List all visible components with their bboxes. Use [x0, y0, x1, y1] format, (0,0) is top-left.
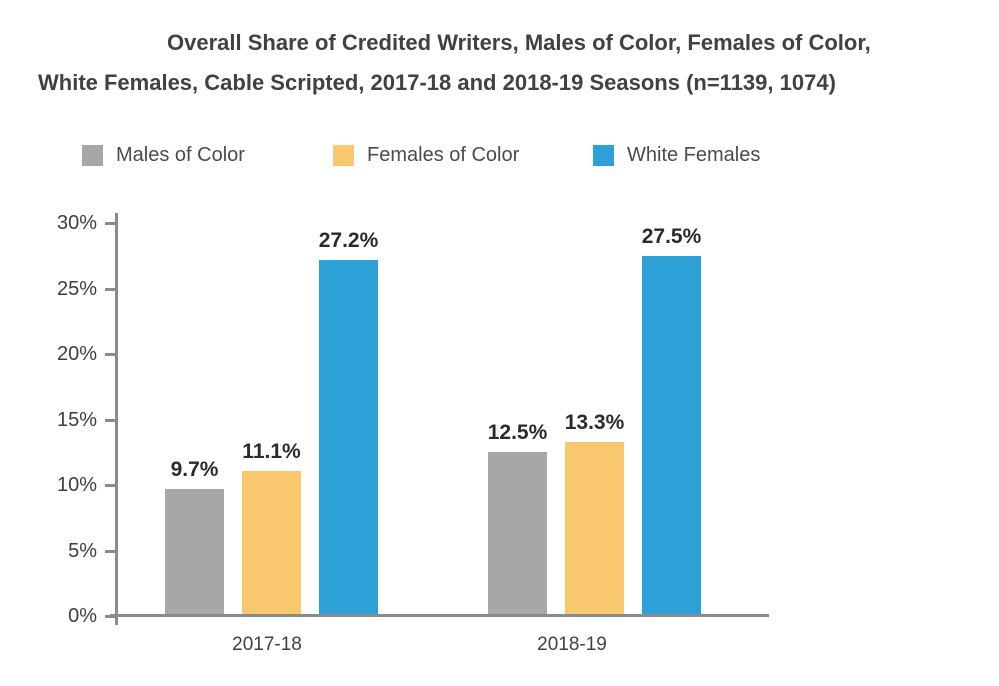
bar-value-label: 27.5%	[641, 225, 702, 248]
bar-males-of-color-2018-19	[488, 452, 547, 614]
bar-value-label: 27.2%	[318, 229, 379, 252]
legend-swatch-white-females	[593, 144, 614, 166]
y-tick	[105, 353, 115, 356]
y-tick-label: 30%	[56, 212, 97, 234]
bar-females-of-color-2018-19	[565, 442, 624, 614]
y-tick	[105, 550, 115, 553]
y-tick-label: 10%	[56, 474, 97, 496]
y-axis-line	[115, 213, 118, 625]
y-tick-label: 0%	[68, 605, 97, 627]
y-tick-label: 20%	[56, 343, 97, 365]
x-category-label: 2018-19	[537, 634, 607, 655]
bar-value-label: 11.1%	[242, 440, 301, 463]
y-tick-label: 15%	[56, 409, 97, 431]
legend-label: Males of Color	[116, 143, 245, 166]
y-tick	[105, 288, 115, 291]
legend-item-females-of-color: Females of Color	[333, 144, 519, 166]
legend-item-males-of-color: Males of Color	[82, 144, 245, 166]
bar-value-label: 9.7%	[170, 458, 219, 481]
y-tick	[105, 419, 115, 422]
bar-white-females-2018-19	[642, 256, 701, 614]
x-axis-line	[110, 614, 769, 617]
bar-females-of-color-2017-18	[242, 471, 301, 614]
y-tick-label: 25%	[56, 278, 97, 300]
legend-swatch-males-of-color	[82, 144, 103, 166]
chart-title-line-1: Overall Share of Credited Writers, Males…	[167, 30, 871, 55]
bar-value-label: 13.3%	[564, 411, 625, 434]
x-category-label: 2017-18	[232, 634, 302, 655]
y-tick	[105, 484, 115, 487]
y-tick	[105, 222, 115, 225]
chart-title-line-2: White Females, Cable Scripted, 2017-18 a…	[38, 70, 836, 95]
legend-item-white-females: White Females	[593, 144, 760, 166]
legend-label: Females of Color	[367, 143, 520, 166]
bar-value-label: 12.5%	[487, 421, 548, 444]
legend-swatch-females-of-color	[333, 144, 354, 166]
legend-label: White Females	[627, 143, 761, 166]
bar-males-of-color-2017-18	[165, 489, 224, 614]
y-tick-label: 5%	[68, 540, 97, 562]
bar-white-females-2017-18	[319, 260, 378, 614]
